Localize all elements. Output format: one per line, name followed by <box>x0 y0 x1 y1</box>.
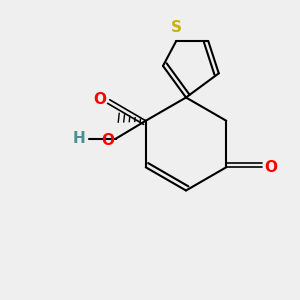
Text: H: H <box>73 131 86 146</box>
Text: S: S <box>171 20 182 35</box>
Text: O: O <box>264 160 277 175</box>
Text: O: O <box>101 133 114 148</box>
Text: O: O <box>94 92 107 107</box>
